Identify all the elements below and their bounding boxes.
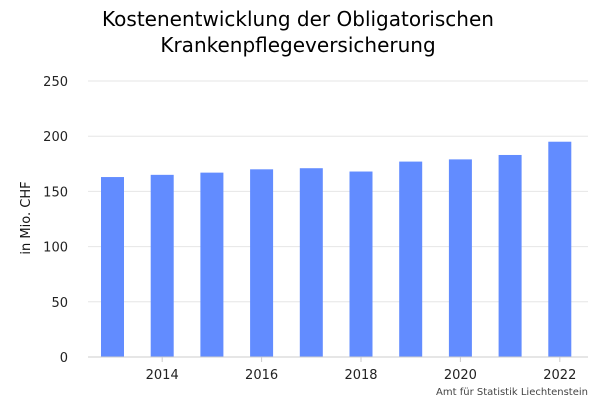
bar-2021 <box>498 154 522 357</box>
y-tick-label: 100 <box>43 241 68 256</box>
bar-2013 <box>101 177 124 357</box>
y-tick-label: 150 <box>43 185 68 200</box>
y-tick-label: 0 <box>60 351 68 366</box>
x-tick-label: 2016 <box>245 368 278 383</box>
bar-2016 <box>250 169 274 357</box>
y-tick-label: 50 <box>51 296 68 311</box>
source-credit: Amt für Statistik Liechtenstein <box>436 387 588 398</box>
y-axis-title: in Mio. CHF <box>19 181 34 254</box>
x-tick-label: 2022 <box>543 368 576 383</box>
y-tick-label: 250 <box>43 75 68 90</box>
bar-2022 <box>548 141 572 357</box>
bars <box>101 141 572 357</box>
chart-title-line-2: Krankenpflegeversicherung <box>160 33 435 57</box>
chart-title-line-1: Kostenentwicklung der Obligatorischen <box>102 7 494 31</box>
x-tick-label: 2020 <box>444 368 477 383</box>
bar-2019 <box>399 161 423 357</box>
y-axis-ticks: 0 50 100 150 200 250 <box>43 75 68 366</box>
y-tick-label: 200 <box>43 130 68 145</box>
bar-2015 <box>200 172 224 357</box>
x-axis-ticks: 2014 2016 2018 2020 2022 <box>146 357 576 383</box>
bar-2020 <box>448 159 472 357</box>
bar-2017 <box>299 168 323 357</box>
bar-2014 <box>150 174 174 357</box>
bar-2018 <box>349 171 373 357</box>
x-tick-label: 2018 <box>344 368 377 383</box>
x-tick-label: 2014 <box>146 368 179 383</box>
